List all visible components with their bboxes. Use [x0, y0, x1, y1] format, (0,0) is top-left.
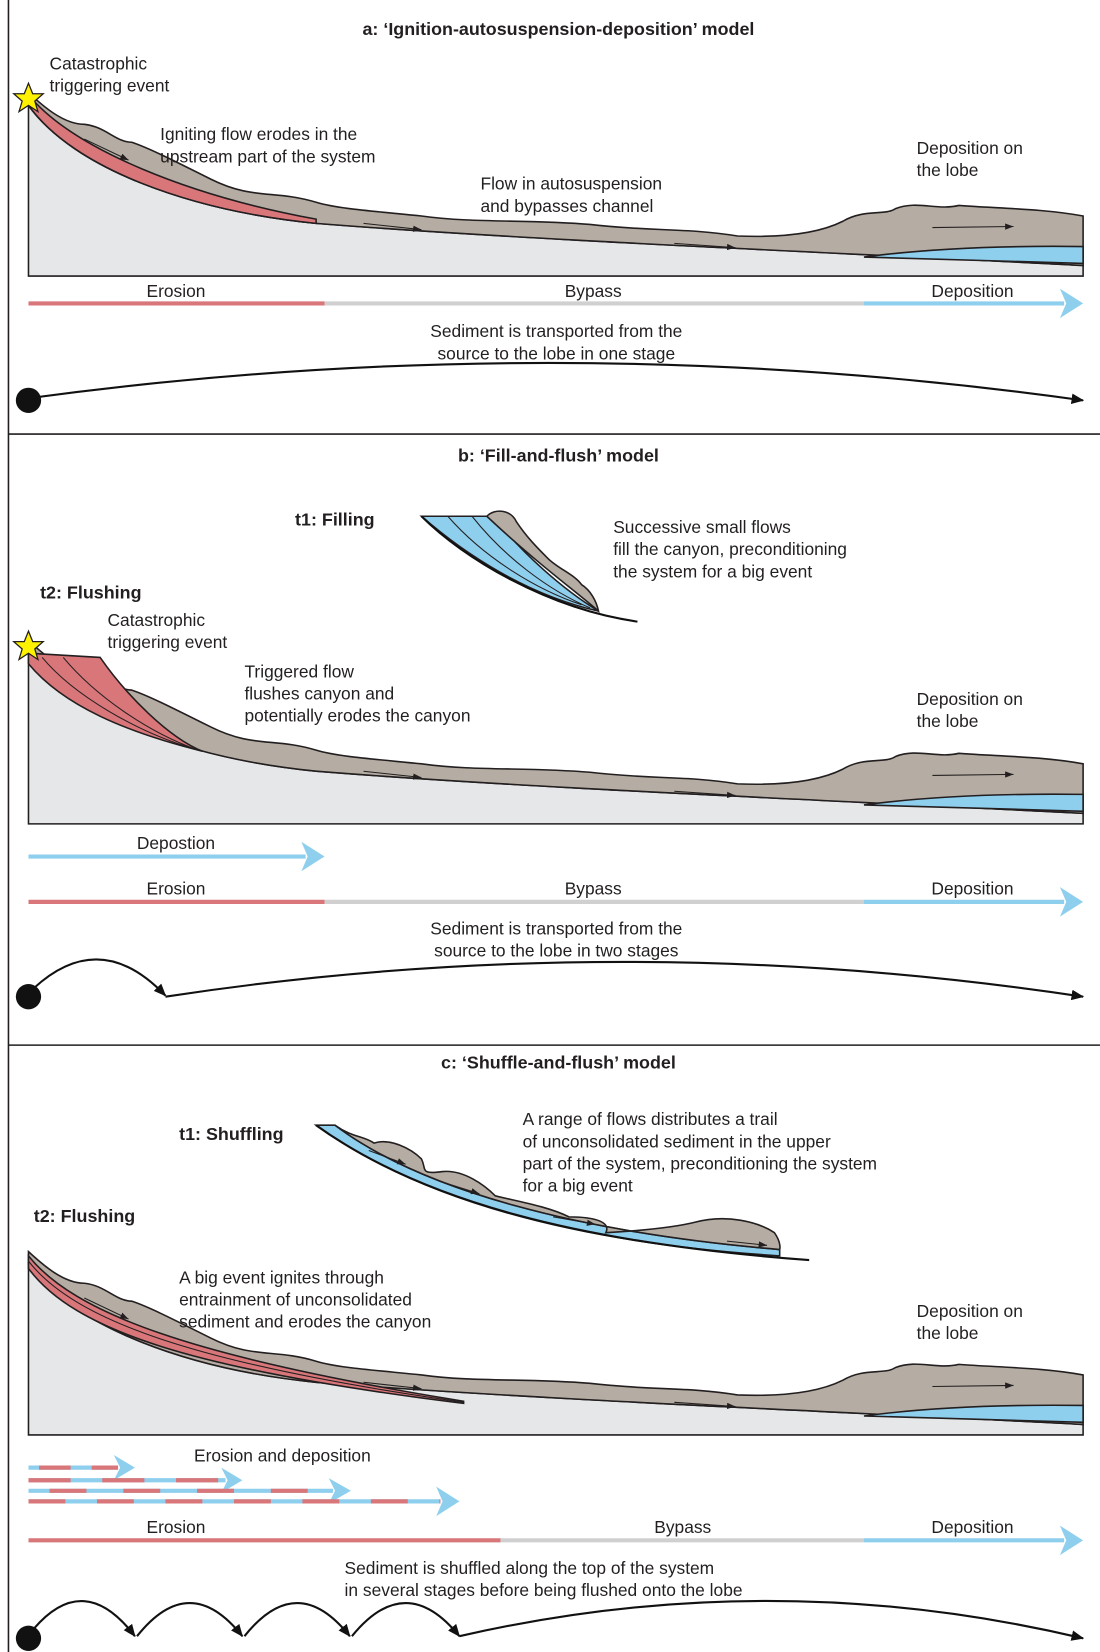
annotation: the lobe	[917, 1323, 979, 1343]
zone-label: Erosion	[147, 878, 206, 898]
filling-sketch	[419, 510, 638, 623]
annotation: Catastrophic	[50, 54, 148, 74]
zone-label: Deposition	[931, 281, 1013, 301]
extra-label: Depostion	[137, 833, 215, 853]
stage-label: t1: Filling	[295, 510, 375, 530]
erosion-layer	[27, 92, 317, 225]
annotation: for a big event	[523, 1176, 633, 1196]
source-dot	[15, 984, 42, 1010]
stage-label: t2: Flushing	[40, 582, 141, 602]
transport-path	[28, 361, 1085, 404]
annotation: sediment and erodes the canyon	[179, 1312, 431, 1332]
annotation: upstream part of the system	[160, 146, 375, 166]
mixed-arrows	[28, 1454, 460, 1517]
panel-b: b: ‘Fill-and-flush’ model t1: Filling Su…	[13, 445, 1085, 1010]
annotation: the system for a big event	[613, 561, 812, 581]
zone-label: Bypass	[565, 878, 622, 898]
annotation: flushes canyon and	[244, 684, 394, 704]
transport-path	[136, 1602, 244, 1638]
zones	[28, 887, 1084, 917]
annotation: A big event ignites through	[179, 1267, 384, 1287]
transport-path	[32, 1600, 136, 1638]
summary: source to the lobe in one stage	[438, 343, 676, 363]
annotation: entrainment of unconsolidated	[179, 1289, 412, 1309]
shuffling-sketch	[313, 1124, 810, 1262]
annotation: the lobe	[917, 160, 979, 180]
annotation: Deposition on	[917, 689, 1023, 709]
annotation: A range of flows distributes a trail	[523, 1109, 778, 1129]
profile	[28, 641, 1083, 824]
source-dot	[15, 1625, 42, 1651]
annotation: triggering event	[108, 632, 228, 652]
annotation: part of the system, preconditioning the …	[523, 1153, 877, 1173]
zone-label: Bypass	[654, 1517, 711, 1537]
annotation: Deposition on	[917, 138, 1023, 158]
panel-title: a: ‘Ignition-autosuspension-deposition’ …	[362, 19, 754, 39]
zone-label: Deposition	[931, 878, 1013, 898]
annotation: Igniting flow erodes in the	[160, 124, 357, 144]
deposition-arrow	[28, 841, 325, 872]
panel-a: a: ‘Ignition-autosuspension-deposition’ …	[13, 19, 1085, 413]
annotation: Successive small flows	[613, 517, 791, 537]
annotation: the lobe	[917, 711, 979, 731]
panel-title: b: ‘Fill-and-flush’ model	[458, 445, 659, 465]
annotation: and bypasses channel	[480, 196, 653, 216]
zone-label: Bypass	[565, 281, 622, 301]
zone-label: Erosion	[147, 1517, 206, 1537]
stage-label: t1: Shuffling	[179, 1124, 283, 1144]
summary: Sediment is shuffled along the top of th…	[345, 1558, 715, 1578]
annotation: potentially erodes the canyon	[244, 706, 470, 726]
summary: in several stages before being flushed o…	[345, 1580, 743, 1600]
transport-path	[351, 1602, 461, 1638]
transport-path	[33, 958, 167, 997]
annotation: of unconsolidated sediment in the upper	[523, 1131, 831, 1151]
zones	[28, 288, 1084, 319]
erosion-layer	[27, 1253, 465, 1405]
annotation: triggering event	[50, 76, 170, 96]
zone-label: Erosion	[147, 281, 206, 301]
zone-label: Deposition	[931, 1517, 1013, 1537]
transport-path	[165, 960, 1085, 1001]
annotation: Triggered flow	[244, 661, 354, 681]
annotation: fill the canyon, preconditioning	[613, 539, 847, 559]
panel-title: c: ‘Shuffle-and-flush’ model	[441, 1052, 676, 1072]
frame	[7, 0, 1100, 1652]
annotation: Flow in autosuspension	[480, 174, 662, 194]
panel-c: c: ‘Shuffle-and-flush’ model t1: Shuffli…	[15, 1052, 1085, 1651]
zones	[28, 1525, 1084, 1556]
extra-label: Erosion and deposition	[194, 1445, 371, 1465]
annotation: Deposition on	[917, 1301, 1023, 1321]
stage-label: t2: Flushing	[34, 1206, 135, 1226]
transport-path	[243, 1602, 351, 1638]
annotation: Catastrophic	[108, 610, 206, 630]
transport-path	[459, 1599, 1085, 1641]
source-dot	[15, 387, 42, 413]
summary: Sediment is transported from the	[430, 919, 682, 939]
summary: Sediment is transported from the	[430, 321, 682, 341]
summary: source to the lobe in two stages	[434, 941, 679, 961]
